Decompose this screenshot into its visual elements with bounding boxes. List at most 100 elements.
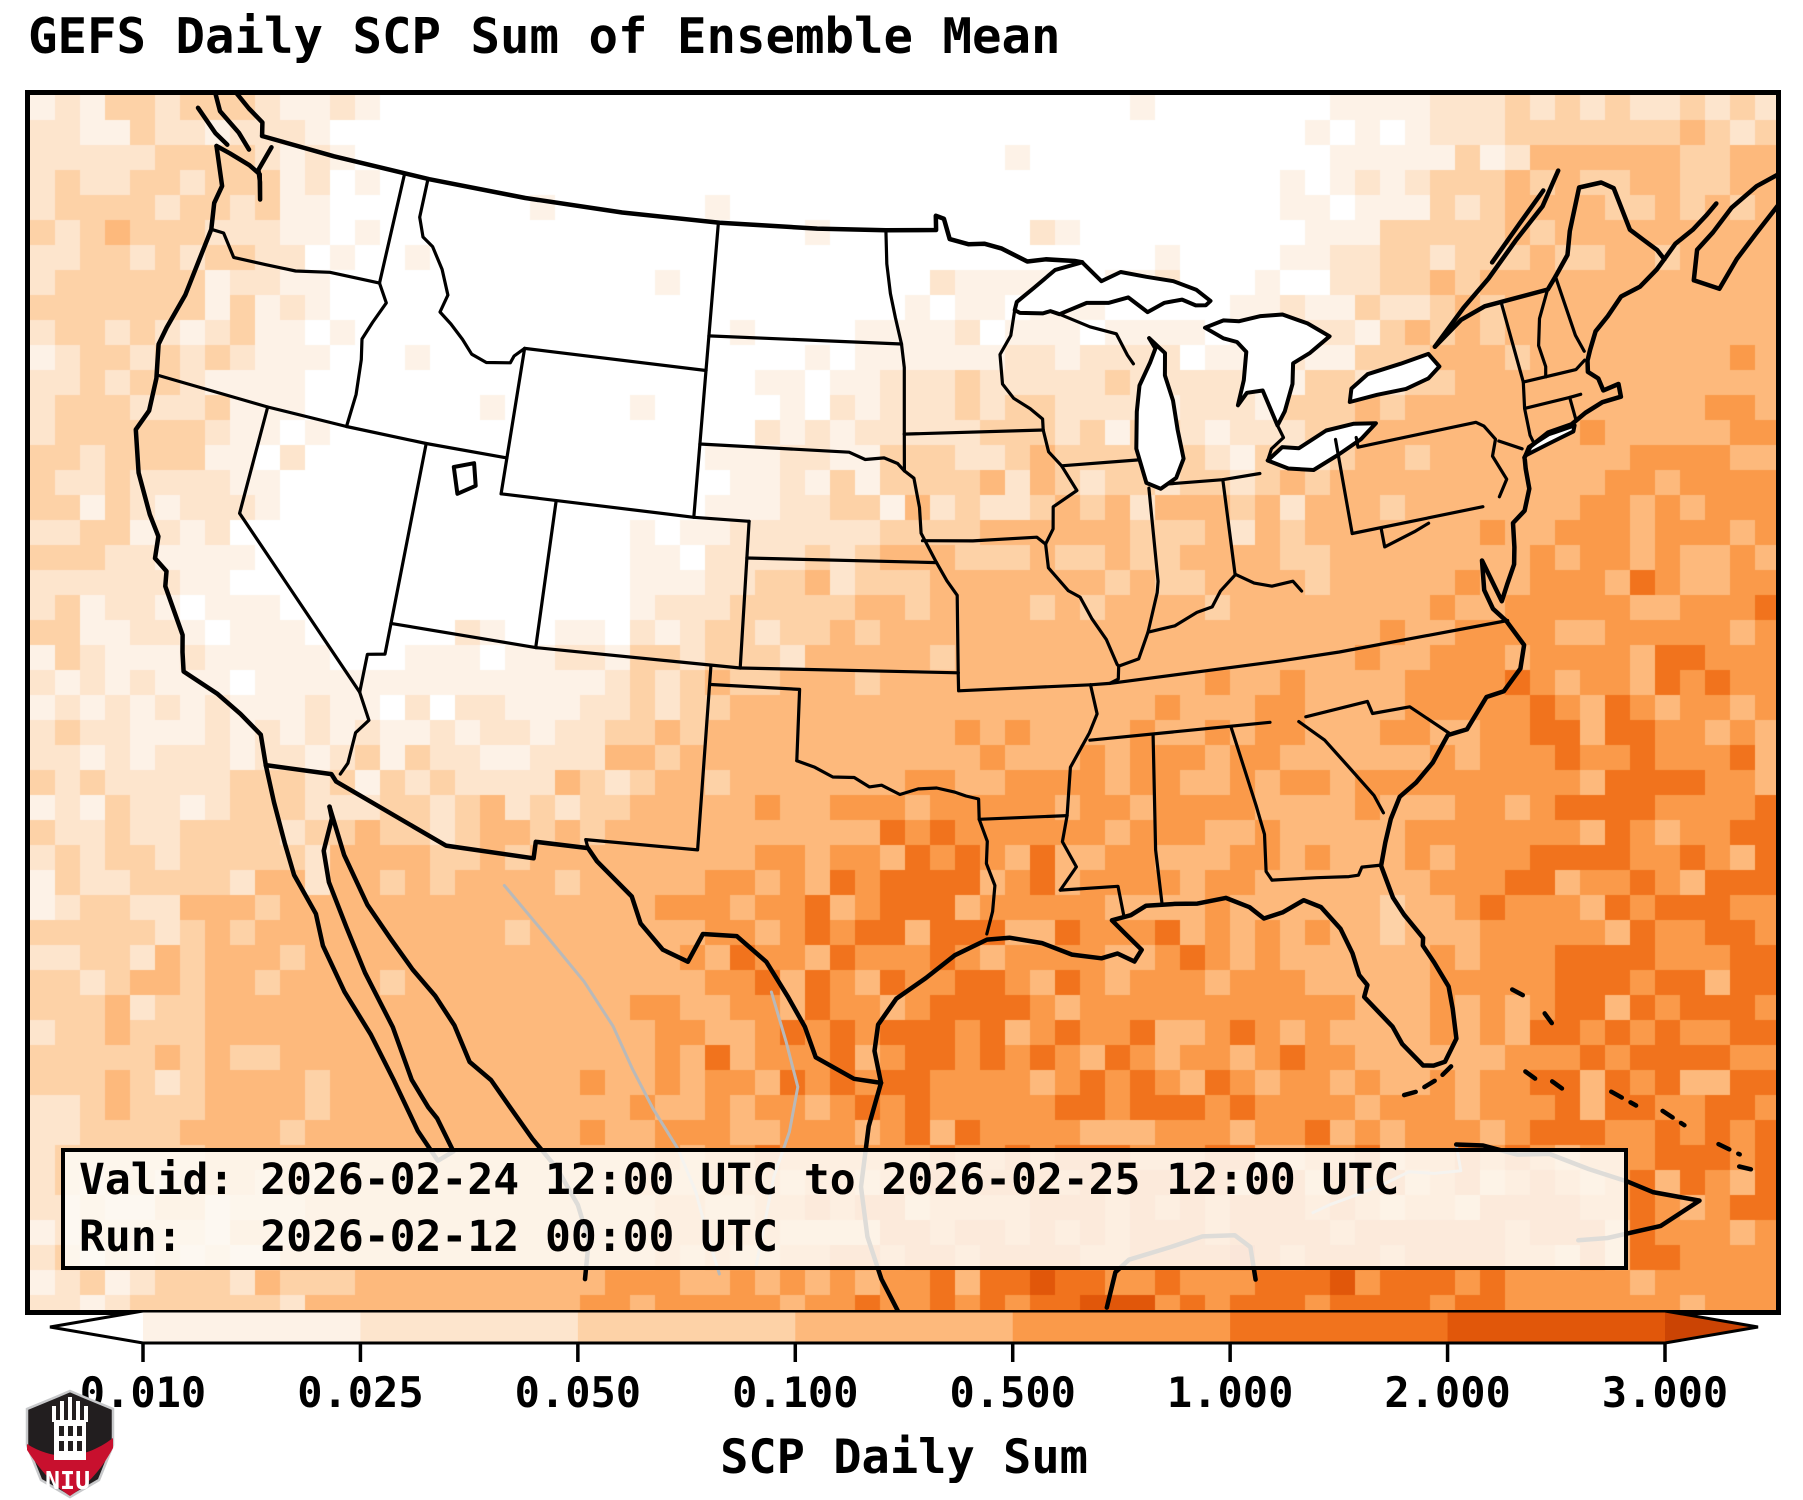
island-chain	[1736, 1164, 1758, 1173]
state-border	[1333, 437, 1354, 536]
state-border	[1060, 458, 1141, 468]
colorbar-over-arrow	[1665, 1311, 1758, 1343]
state-border	[1058, 683, 1099, 892]
state-border	[1088, 720, 1272, 742]
state-border	[1350, 505, 1485, 536]
state-border	[155, 373, 509, 460]
coastline	[214, 143, 274, 202]
colorbar-tick-label: 0.050	[514, 1368, 642, 1417]
state-border	[707, 334, 904, 346]
state-border	[738, 666, 960, 675]
coastline	[1432, 168, 1561, 349]
state-border	[977, 814, 1069, 821]
colorbar-segment	[795, 1311, 1014, 1343]
state-border	[920, 535, 1048, 546]
state-border	[344, 281, 388, 429]
island-chain	[1609, 1089, 1639, 1108]
state-border	[1229, 725, 1274, 882]
state-border	[523, 346, 708, 373]
state-border	[499, 492, 751, 523]
map-outlines	[133, 95, 1776, 1310]
colorbar-segment	[1447, 1311, 1666, 1343]
state-border	[1553, 274, 1586, 353]
state-border	[1117, 572, 1304, 668]
lake-outline	[1347, 351, 1442, 404]
state-border	[1167, 471, 1262, 486]
state-border	[389, 621, 742, 670]
map-panel: Valid: 2026-02-24 12:00 UTC to 2026-02-2…	[25, 90, 1781, 1315]
coastline	[213, 95, 252, 152]
colorbar-segment	[360, 1311, 579, 1343]
niu-castle-icon	[52, 1397, 88, 1460]
colorbar-segment	[577, 1311, 796, 1343]
state-border	[977, 817, 997, 936]
island-chain	[1509, 987, 1530, 1001]
island-chain	[1660, 1108, 1687, 1128]
state-border	[534, 500, 558, 650]
state-border	[1297, 720, 1385, 815]
lake-outline	[1134, 336, 1186, 491]
coastline	[259, 133, 1085, 265]
coastline	[1522, 256, 1667, 460]
colorbar-svg	[49, 1309, 1759, 1362]
colorbar-tick-label: 0.100	[732, 1368, 859, 1417]
state-border	[698, 442, 906, 473]
coastline	[263, 762, 884, 1086]
info-box: Valid: 2026-02-24 12:00 UTC to 2026-02-2…	[61, 1148, 1628, 1270]
niu-red-band	[27, 1438, 113, 1496]
island-chain	[1549, 1079, 1572, 1096]
state-border	[899, 342, 906, 436]
state-border	[1270, 863, 1383, 882]
niu-logo: NIU	[25, 1389, 115, 1499]
colorbar-ticks: 0.010 0.025 0.050 0.100 0.500 1.000 2.000 3.000	[0, 1368, 1803, 1424]
coastline	[195, 105, 230, 147]
valid-text: Valid: 2026-02-24 12:00 UTC to 2026-02-2…	[79, 1155, 1400, 1205]
island-chain	[1542, 1011, 1557, 1030]
colorbar-tick-label: 0.025	[297, 1368, 424, 1417]
coastline	[263, 762, 456, 1163]
lake-outline	[1265, 421, 1378, 472]
colorbar-segment	[1012, 1311, 1231, 1343]
state-border	[1568, 395, 1578, 421]
state-border	[1058, 884, 1126, 918]
state-border	[238, 405, 362, 694]
state-border	[704, 221, 720, 373]
state-border	[389, 441, 428, 625]
run-text: Run: 2026-02-12 00:00 UTC	[79, 1212, 778, 1262]
coastline	[1662, 201, 1719, 262]
coastline	[1432, 180, 1667, 349]
colorbar-label: SCP Daily Sum	[720, 1430, 1088, 1485]
state-border	[745, 556, 939, 565]
state-border	[1266, 423, 1286, 463]
state-border	[738, 519, 751, 670]
state-border	[377, 172, 407, 285]
state-border	[358, 621, 393, 694]
coastline	[235, 95, 265, 139]
state-border	[1088, 618, 1510, 687]
state-border	[1221, 478, 1237, 577]
colorbar-segment	[1230, 1311, 1449, 1343]
state-border	[1497, 439, 1524, 451]
island-chain	[1523, 1069, 1545, 1086]
state-border	[418, 177, 527, 365]
lake-outline	[1203, 312, 1332, 428]
state-border	[209, 227, 382, 285]
state-border	[795, 759, 981, 821]
niu-text: NIU	[45, 1466, 90, 1495]
coastline	[1489, 188, 1546, 265]
state-border	[1521, 358, 1587, 384]
colorbar-tick-label: 1.000	[1166, 1368, 1294, 1417]
figure-title: GEFS Daily SCP Sum of Ensemble Mean	[28, 8, 1061, 65]
state-border	[1379, 521, 1431, 549]
island-chain	[1398, 1064, 1454, 1099]
state-border	[1151, 733, 1164, 907]
state-border	[956, 671, 1093, 693]
state-border	[338, 690, 371, 776]
state-border	[1499, 300, 1536, 446]
state-border	[709, 682, 802, 763]
coastline	[1691, 173, 1776, 292]
colorbar-tick-label: 3.000	[1601, 1368, 1729, 1417]
state-border	[1146, 486, 1160, 634]
state-border	[934, 561, 960, 675]
